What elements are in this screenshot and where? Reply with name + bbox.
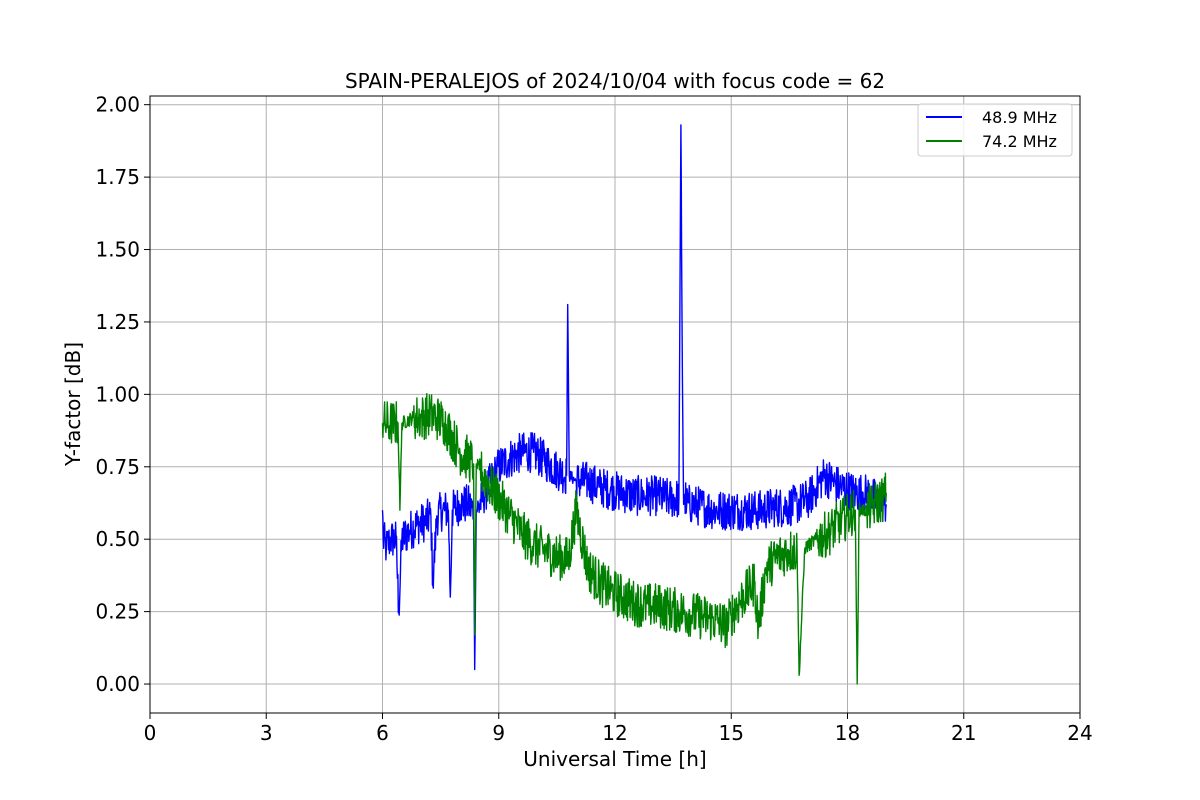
x-tick-label: 24 <box>1067 721 1092 745</box>
x-tick-label: 12 <box>602 721 627 745</box>
y-tick-label: 2.00 <box>95 93 140 117</box>
x-tick-label: 15 <box>719 721 744 745</box>
y-tick-label: 1.50 <box>95 238 140 262</box>
chart-title: SPAIN-PERALEJOS of 2024/10/04 with focus… <box>345 69 885 93</box>
y-tick-label: 0.00 <box>95 672 140 696</box>
legend-label-48-9-mhz: 48.9 MHz <box>982 108 1057 127</box>
y-tick-label: 0.50 <box>95 527 140 551</box>
x-tick-label: 6 <box>376 721 389 745</box>
y-tick-label: 1.25 <box>95 310 140 334</box>
series-line-74-2-mhz <box>381 393 887 685</box>
y-tick-label: 0.75 <box>95 455 140 479</box>
x-tick-label: 18 <box>835 721 860 745</box>
axis-ticks: 0 3 6 9 12 15 18 21 24 0.00 0.25 0.50 0.75 1.00 1.25 1.… <box>95 93 1092 745</box>
series-layer <box>381 124 887 685</box>
y-tick-label: 1.75 <box>95 165 140 189</box>
x-tick-label: 3 <box>260 721 273 745</box>
series-line-48-9-mhz <box>381 124 887 671</box>
y-axis-label: Y-factor [dB] <box>61 342 85 467</box>
x-tick-label: 0 <box>144 721 157 745</box>
x-axis-label: Universal Time [h] <box>523 747 706 771</box>
x-tick-label: 21 <box>951 721 976 745</box>
y-tick-label: 0.25 <box>95 600 140 624</box>
y-tick-label: 1.00 <box>95 382 140 406</box>
x-tick-label: 9 <box>492 721 505 745</box>
legend: 48.9 MHz 74.2 MHz <box>917 103 1073 157</box>
legend-label-74-2-mhz: 74.2 MHz <box>982 132 1057 151</box>
